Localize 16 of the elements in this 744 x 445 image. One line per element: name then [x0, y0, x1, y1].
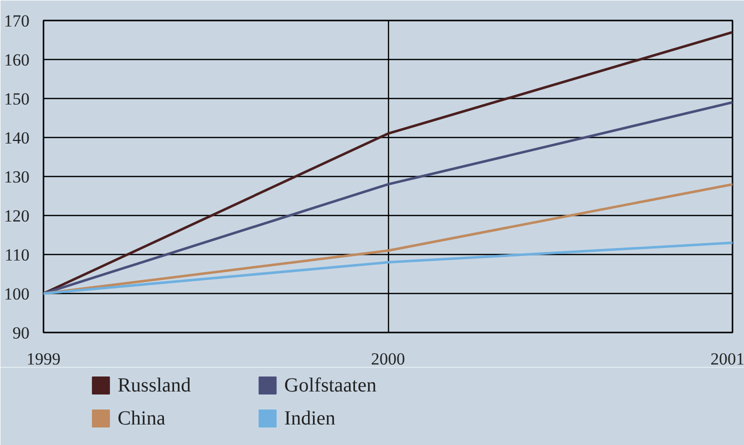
legend-label: Russland: [118, 374, 191, 396]
legend-label: Golfstaaten: [284, 374, 376, 396]
y-tick-label: 170: [4, 12, 30, 30]
x-tick-label: 1999: [26, 350, 60, 368]
y-tick-label: 100: [4, 284, 30, 304]
legend-label: China: [118, 408, 166, 430]
legend-label: Indien: [284, 408, 336, 430]
y-tick-label: 120: [4, 206, 30, 226]
y-tick-label: 150: [4, 90, 30, 108]
x-tick-label: 2001: [710, 350, 744, 368]
y-tick-label: 140: [4, 128, 30, 148]
y-tick-label: 110: [4, 246, 30, 264]
y-tick-label: 160: [4, 50, 30, 70]
x-tick-label: 2000: [371, 350, 405, 368]
y-tick-label: 130: [4, 168, 30, 186]
y-tick-label: 90: [12, 324, 30, 342]
